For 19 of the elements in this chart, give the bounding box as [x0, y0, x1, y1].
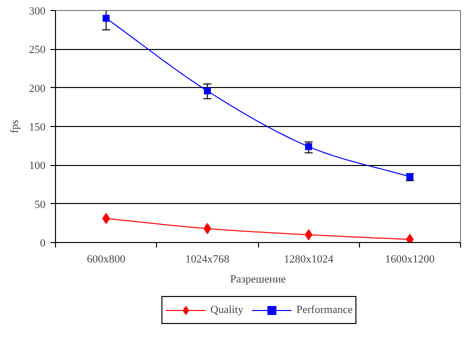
x-tick-label: 1600x1200 [385, 254, 436, 266]
legend-label: Performance [296, 304, 353, 316]
x-tick-label: 600x800 [86, 254, 126, 266]
legend-label: Quality [210, 304, 244, 316]
y-axis-title: fps [9, 120, 21, 134]
y-tick-label: 50 [34, 198, 46, 211]
y-tick-label: 150 [29, 122, 46, 134]
point [305, 143, 312, 150]
point [102, 14, 110, 22]
point [406, 234, 414, 242]
point [204, 87, 211, 94]
y-tick-label: 300 [29, 6, 46, 18]
x-axis-title: Разрешение [230, 274, 286, 286]
x-tick-label: 1280x1024 [284, 254, 334, 266]
y-tick-label: 0 [40, 238, 46, 250]
x-tick-label: 1024x768 [185, 254, 230, 266]
y-tick-label: 200 [29, 82, 46, 95]
y-tick-label: 100 [29, 160, 46, 172]
y-tick-label: 250 [29, 44, 46, 56]
